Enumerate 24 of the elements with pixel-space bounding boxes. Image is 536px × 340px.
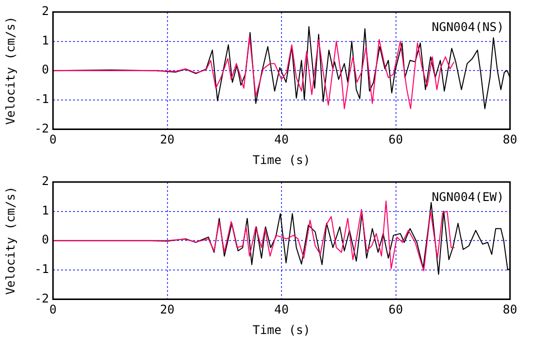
x-axis-title: Time (s) bbox=[252, 152, 310, 167]
x-tick-label: 60 bbox=[388, 302, 403, 317]
y-tick-label: -2 bbox=[34, 291, 49, 306]
y-tick-label: 0 bbox=[42, 232, 49, 247]
x-tick-label: 20 bbox=[160, 302, 174, 317]
y-tick-label: 1 bbox=[42, 33, 49, 48]
y-tick-label: 2 bbox=[42, 4, 49, 18]
x-axis-title: Time (s) bbox=[252, 322, 310, 337]
annotation: NGN004(NS) bbox=[432, 20, 504, 34]
y-axis-title: Velocity (cm/s) bbox=[3, 186, 18, 295]
x-tick-label: 20 bbox=[160, 132, 174, 147]
x-tick-label: 40 bbox=[274, 302, 289, 317]
y-tick-label: -2 bbox=[34, 121, 49, 136]
y-tick-label: 2 bbox=[42, 174, 49, 188]
x-tick-label: 60 bbox=[388, 132, 403, 147]
y-tick-label: 0 bbox=[42, 62, 49, 77]
y-axis-title: Velocity (cm/s) bbox=[3, 16, 18, 125]
y-tick-label: 1 bbox=[42, 203, 49, 218]
x-tick-label: 80 bbox=[502, 302, 518, 317]
x-tick-label: 40 bbox=[274, 132, 289, 147]
x-tick-label: 80 bbox=[502, 132, 518, 147]
annotation: NGN004(EW) bbox=[432, 190, 504, 204]
y-tick-label: -1 bbox=[34, 262, 49, 276]
y-tick-label: -1 bbox=[34, 92, 49, 106]
